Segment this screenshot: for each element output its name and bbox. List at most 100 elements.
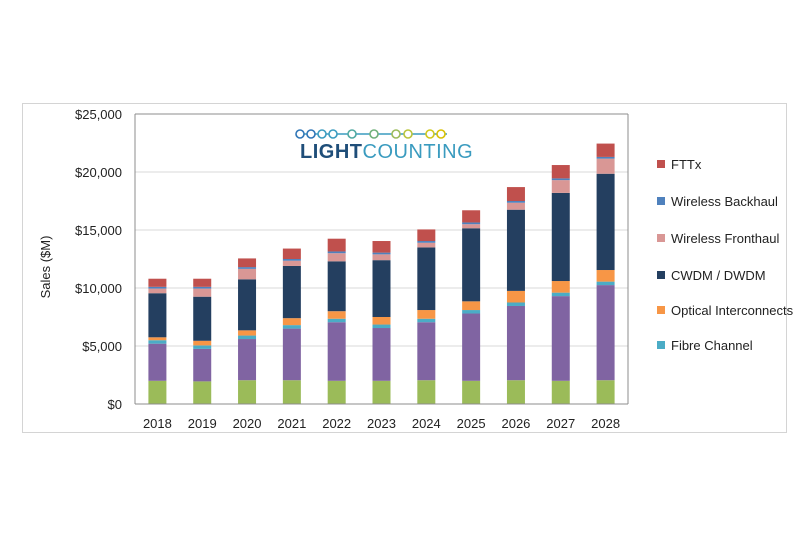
bar-segment xyxy=(506,209,525,291)
legend-item: CWDM / DWDM xyxy=(657,267,796,284)
bar-segment xyxy=(506,290,525,303)
logo-dot xyxy=(436,129,446,139)
legend-item: Optical Interconnects xyxy=(657,302,796,319)
bar-segment xyxy=(282,380,301,404)
bar-segment xyxy=(148,343,167,381)
legend-swatch xyxy=(657,306,665,314)
svg-text:LIGHTCOUNTING: LIGHTCOUNTING xyxy=(300,141,473,163)
bar-segment xyxy=(551,180,570,193)
bar-segment xyxy=(193,288,212,297)
legend-item: FTTx xyxy=(657,156,796,173)
bar-segment xyxy=(193,286,212,289)
bar-segment xyxy=(372,260,391,317)
bar-segment xyxy=(372,254,391,261)
logo-dot xyxy=(306,129,316,139)
logo-dot xyxy=(391,129,401,139)
legend-label: CWDM / DWDM xyxy=(671,268,766,283)
bar-segment xyxy=(327,253,346,262)
bar-segment xyxy=(506,302,525,306)
bar-segment xyxy=(506,202,525,210)
legend-label: Wireless Backhaul xyxy=(671,194,778,209)
y-tick-label: $5,000 xyxy=(82,339,122,354)
bar-segment xyxy=(282,248,301,259)
legend-item: Fibre Channel xyxy=(657,337,796,354)
bar-segment xyxy=(462,313,481,381)
bar-segment xyxy=(282,265,301,319)
legend-label: FTTx xyxy=(671,157,702,172)
bar-segment xyxy=(238,279,257,331)
bar-segment xyxy=(193,348,212,382)
bar-segment xyxy=(327,311,346,319)
bar-segment xyxy=(506,380,525,404)
legend-label: Fibre Channel xyxy=(671,338,753,353)
bar-segment xyxy=(327,261,346,312)
bar-segment xyxy=(282,259,301,261)
bar-segment xyxy=(238,339,257,381)
x-tick-label: 2024 xyxy=(412,416,441,431)
x-tick-label: 2023 xyxy=(367,416,396,431)
x-tick-labels: 2018 2019 2020 2021 2022 2023 2024 2025 2026 2027… xyxy=(143,416,620,431)
y-axis-label: Sales ($M) xyxy=(38,236,53,299)
bar-segment xyxy=(506,187,525,201)
axes xyxy=(134,113,629,405)
bar-segment xyxy=(596,143,615,157)
logo-dot xyxy=(403,129,413,139)
bar-segment xyxy=(462,380,481,404)
bar-segment xyxy=(551,380,570,404)
x-tick-label: 2018 xyxy=(143,416,172,431)
y-tick-label: $10,000 xyxy=(75,281,122,296)
bar-segment xyxy=(506,305,525,381)
bar-segment xyxy=(327,318,346,323)
bar-segment xyxy=(148,288,167,294)
logo-dot xyxy=(317,129,327,139)
bar-segment xyxy=(148,278,167,287)
bar-segment xyxy=(462,310,481,314)
bar-segment xyxy=(551,192,570,282)
bar-segment xyxy=(372,324,391,329)
bar-segment xyxy=(551,178,570,181)
bar-segment xyxy=(372,317,391,325)
logo-dot xyxy=(328,129,338,139)
bar-segment xyxy=(596,270,615,282)
legend-item: Wireless Backhaul xyxy=(657,193,796,210)
y-tick-labels: $0 $5,000 $10,000 $15,000 $20,000 $25,000 xyxy=(75,107,122,412)
bar-segment xyxy=(238,335,257,340)
bar-segment xyxy=(193,381,212,404)
bar-segment xyxy=(462,222,481,225)
y-tick-label: $0 xyxy=(108,397,122,412)
bar-segment xyxy=(148,380,167,404)
bar-segment xyxy=(417,241,436,243)
legend-swatch xyxy=(657,341,665,349)
bar-segment xyxy=(282,318,301,326)
bar-segment xyxy=(148,286,167,289)
bar-segment xyxy=(372,252,391,255)
bar-segment xyxy=(282,260,301,266)
legend-swatch xyxy=(657,271,665,279)
logo-dot xyxy=(347,129,357,139)
bar-segment xyxy=(372,328,391,381)
bar-segment xyxy=(417,229,436,242)
y-tick-label: $25,000 xyxy=(75,107,122,122)
bar-segment xyxy=(417,242,436,248)
bar-segment xyxy=(238,330,257,336)
bar-segment xyxy=(282,325,301,329)
bar-segment xyxy=(372,380,391,404)
bar-segment xyxy=(327,322,346,381)
logo-dot xyxy=(369,129,379,139)
y-tick-label: $20,000 xyxy=(75,165,122,180)
y-tick-label: $15,000 xyxy=(75,223,122,238)
legend-item: Wireless Fronthaul xyxy=(657,230,796,247)
bar-segment xyxy=(551,292,570,297)
bar-segment xyxy=(193,340,212,346)
bar-segment xyxy=(238,380,257,404)
logo-dot xyxy=(425,129,435,139)
x-tick-label: 2026 xyxy=(501,416,530,431)
bar-segment xyxy=(193,278,212,287)
legend-label: Optical Interconnects xyxy=(671,303,794,318)
legend-swatch xyxy=(657,234,665,242)
bar-segment xyxy=(596,281,615,286)
bar-segment xyxy=(596,173,615,271)
bar-segment xyxy=(148,337,167,341)
bar-segment xyxy=(462,224,481,229)
